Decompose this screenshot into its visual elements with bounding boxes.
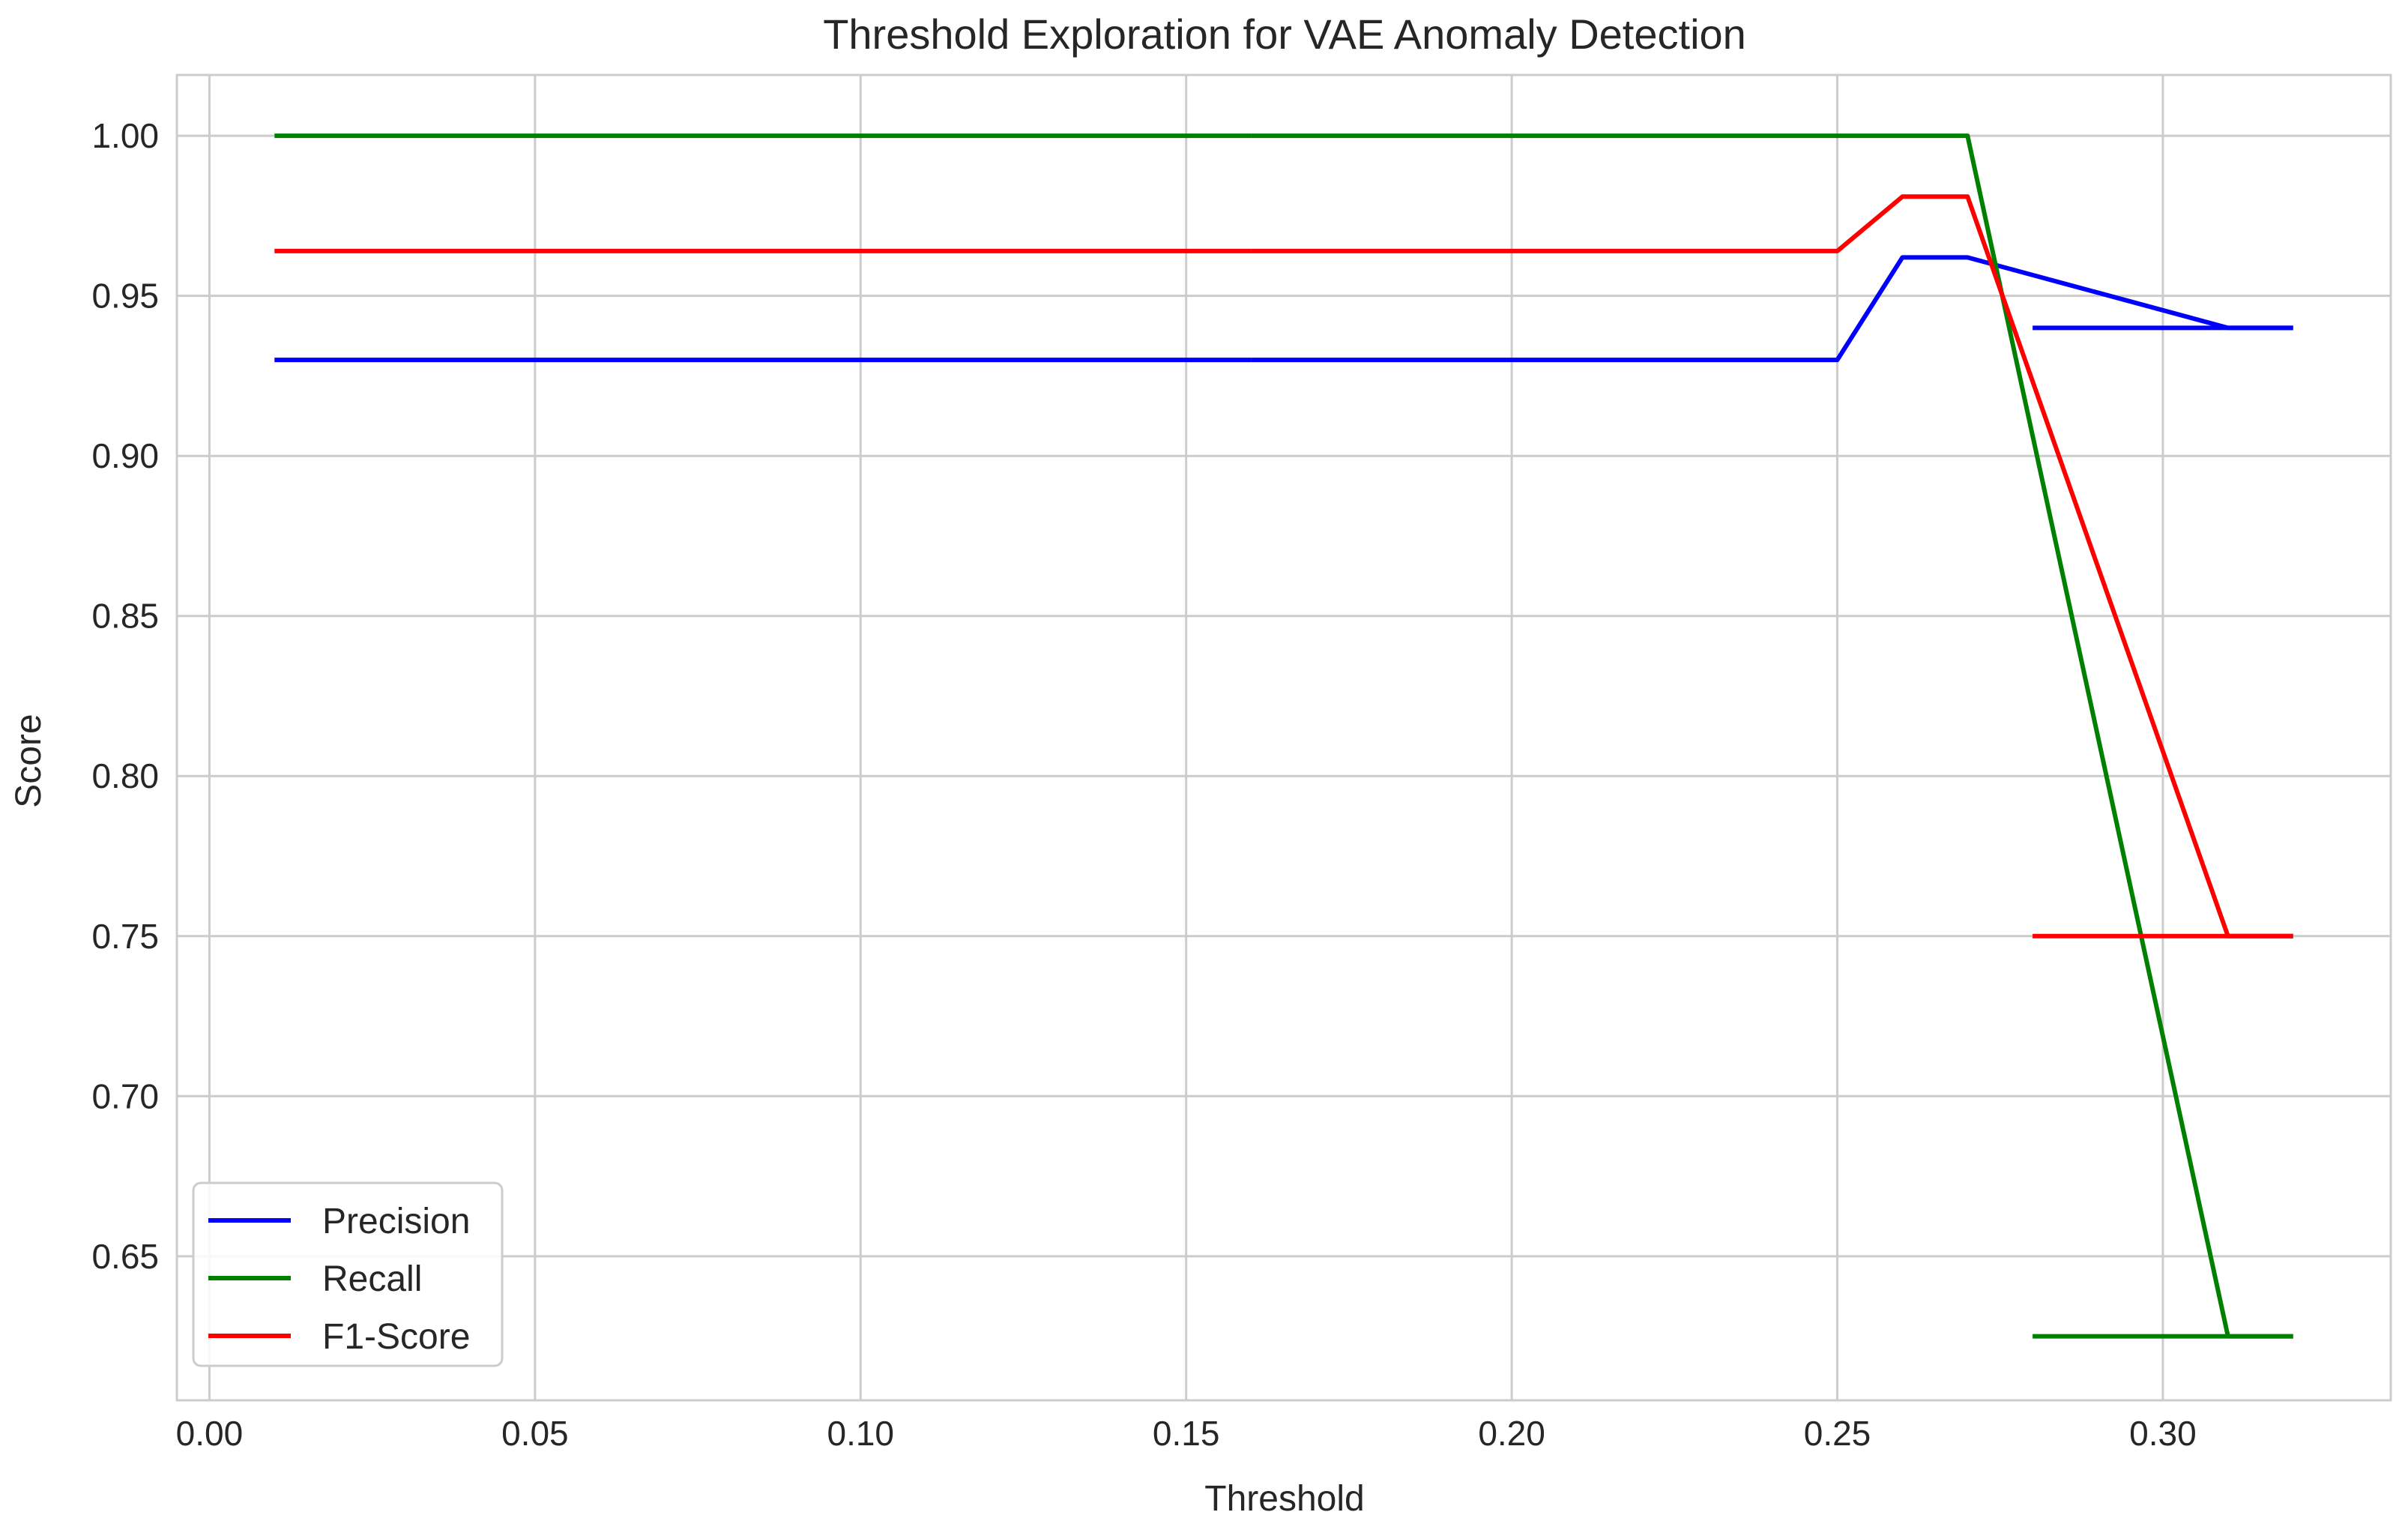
plot-frame xyxy=(175,73,2392,1402)
legend: Precision Recall F1-Score xyxy=(192,1181,504,1367)
x-tick-label: 0.10 xyxy=(827,1414,894,1453)
series-lines xyxy=(274,133,2293,1339)
legend-label-f1-score: F1-Score xyxy=(322,1317,470,1357)
y-axis-label: Score xyxy=(9,714,49,807)
x-tick-label: 0.00 xyxy=(176,1414,244,1453)
y-tick-label: 0.80 xyxy=(91,756,159,795)
x-tick-label: 0.20 xyxy=(1478,1414,1545,1453)
series-line-precision xyxy=(1251,255,2293,363)
x-tick-label: 0.30 xyxy=(2129,1414,2197,1453)
legend-label-precision: Precision xyxy=(322,1202,470,1241)
series-recall xyxy=(274,133,2293,1339)
x-axis: 0.00 0.05 0.10 0.15 0.20 0.25 0.30 xyxy=(176,1414,2197,1453)
y-tick-label: 0.90 xyxy=(91,436,159,475)
x-tick-label: 0.25 xyxy=(1804,1414,1871,1453)
y-axis: 0.65 0.70 0.75 0.80 0.85 0.90 0.95 1.00 xyxy=(91,116,159,1276)
y-tick-label: 0.65 xyxy=(91,1237,159,1276)
series-line-f1-score xyxy=(1251,194,2293,939)
y-tick-label: 0.70 xyxy=(91,1076,159,1115)
grid-lines xyxy=(177,75,2391,1400)
y-tick-label: 0.95 xyxy=(91,277,159,316)
x-axis-label: Threshold xyxy=(1204,1479,1364,1519)
x-tick-label: 0.05 xyxy=(501,1414,569,1453)
legend-box xyxy=(192,1181,504,1367)
series-f1-score xyxy=(274,194,2293,939)
chart-title: Threshold Exploration for VAE Anomaly De… xyxy=(823,10,1746,58)
y-tick-label: 0.85 xyxy=(91,597,159,636)
series-precision xyxy=(274,255,2293,363)
y-tick-label: 1.00 xyxy=(91,116,159,155)
legend-label-recall: Recall xyxy=(322,1259,422,1299)
x-tick-label: 0.15 xyxy=(1153,1414,1220,1453)
y-tick-label: 0.75 xyxy=(91,917,159,956)
series-line-recall xyxy=(1251,133,2293,1339)
